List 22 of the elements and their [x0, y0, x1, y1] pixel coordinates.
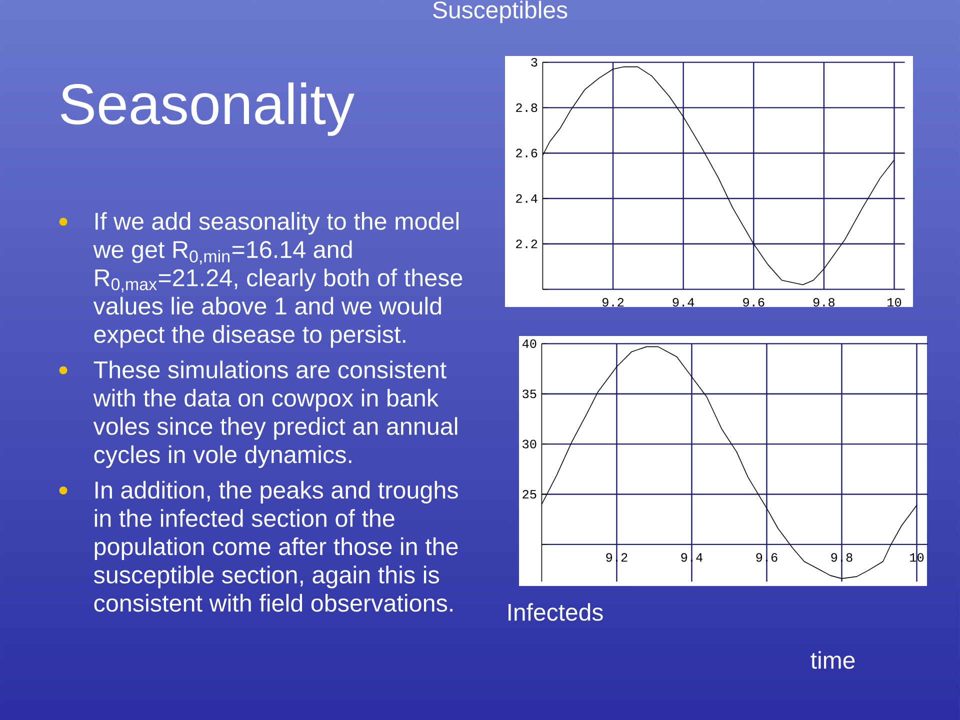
- text: These simulations are consistent with the data on cowpox in bank voles since they predict an annual cycles in vole dynamics.: [93, 360, 458, 468]
- y-tick-label: 25: [522, 490, 536, 499]
- x-tick-label: 10: [888, 298, 902, 307]
- x-tick-label: 9.2: [602, 298, 624, 307]
- y-tick-label: 2.4: [516, 194, 538, 203]
- line-series: [542, 66, 895, 286]
- chart-title: Susceptibles: [433, 0, 568, 24]
- y-tick-label: 40: [522, 339, 536, 348]
- text: In addition, the peaks and troughs in the infected section of the population come after those in the susceptible section, again this is consistent with field observations.: [94, 480, 458, 612]
- y-tick-label: 3: [531, 58, 538, 67]
- x-tick-label: 9.4: [672, 298, 694, 307]
- x-axis-title: time: [810, 651, 855, 669]
- text: Infecteds: [508, 603, 603, 621]
- text: If we add seasonality to the model we get R$_{0,min}$=16.14 and R$_{0,max}$=21.24, clearly both of these values lie above 1 and we would expect the disease to persist.: [93, 212, 462, 348]
- y-tick-label: 2.2: [516, 240, 538, 248]
- y-tick-label: 30: [522, 440, 536, 448]
- x-tick-label: 9.6: [743, 298, 764, 307]
- y-tick-label: 2.8: [516, 103, 538, 112]
- text: Seasonality: [60, 82, 355, 136]
- y-tick-label: 35: [522, 390, 536, 398]
- y-tick-label: 2.6: [516, 148, 538, 158]
- x-tick-label: 9.8: [813, 298, 835, 307]
